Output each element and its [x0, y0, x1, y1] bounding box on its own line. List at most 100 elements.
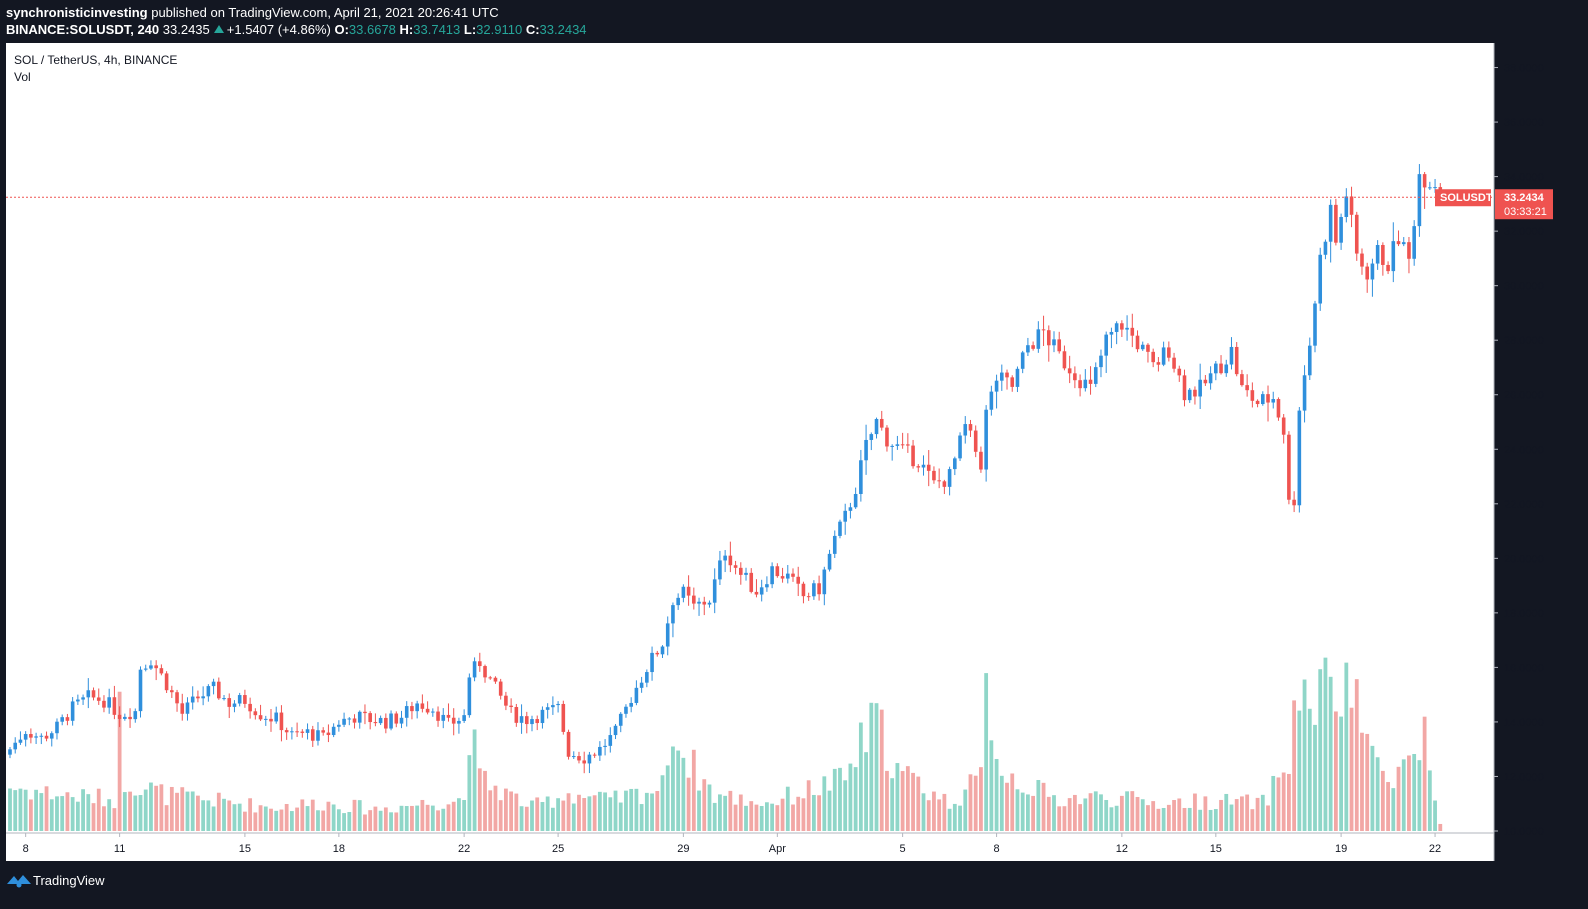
price-tick-label: 18.0000 — [1504, 608, 1544, 620]
volume-bar — [1078, 804, 1082, 831]
candle-body — [984, 409, 988, 470]
candle-body — [1261, 394, 1265, 405]
volume-bar — [1318, 669, 1323, 831]
candle-body — [702, 601, 707, 605]
candle-body — [112, 697, 117, 715]
volume-bar — [467, 755, 472, 831]
candle-body — [613, 725, 618, 736]
candle-body — [107, 697, 111, 708]
tradingview-logo-icon[interactable] — [6, 872, 32, 888]
volume-bar — [1088, 793, 1093, 831]
candle-body — [947, 469, 952, 487]
candle-body — [1407, 242, 1411, 259]
candle-body — [1182, 375, 1187, 401]
volume-bar — [237, 803, 242, 831]
candle-body — [686, 586, 691, 596]
volume-bars — [8, 657, 1443, 831]
candle-body — [801, 583, 806, 597]
candle-body — [1313, 303, 1317, 346]
volume-bar — [378, 810, 383, 831]
volume-bar — [65, 792, 70, 831]
volume-bar — [331, 804, 336, 831]
tradingview-brand[interactable]: TradingView — [33, 873, 105, 888]
candle-body — [49, 733, 54, 739]
candle-body — [1193, 389, 1197, 397]
candle-body — [739, 567, 743, 575]
candle-body — [1240, 374, 1244, 386]
candle-body — [1036, 329, 1041, 349]
candle-body — [243, 695, 247, 704]
volume-bar — [175, 792, 179, 831]
volume-bar — [39, 793, 44, 831]
volume-bar — [216, 792, 221, 831]
footer-bar — [0, 862, 1588, 909]
volume-bar — [1219, 799, 1223, 831]
volume-bar — [926, 800, 931, 831]
volume-bar — [222, 798, 226, 831]
volume-bar — [550, 807, 555, 831]
candle-body — [587, 754, 592, 764]
candle-body — [592, 754, 597, 756]
candle-body — [566, 731, 571, 757]
volume-bar — [138, 795, 143, 831]
candle-body — [1172, 357, 1176, 369]
volume-bar — [102, 806, 106, 831]
candle-body — [796, 576, 801, 584]
volume-bar — [149, 782, 153, 831]
volume-bar — [556, 798, 560, 831]
volume-bar — [994, 758, 999, 831]
time-tick-label: 29 — [677, 843, 689, 855]
volume-bar — [1401, 759, 1406, 831]
chart-area[interactable] — [6, 43, 1494, 861]
price-tick-label: 26.0000 — [1504, 390, 1544, 402]
axes: 10.0000 12.0000 14.0000 16.0000 18.0000 20.00… — [6, 43, 1544, 861]
volume-bar — [697, 790, 701, 831]
candle-body — [227, 698, 232, 707]
candle-body — [1328, 204, 1333, 242]
time-tick-label: 25 — [552, 843, 564, 855]
candle-body — [765, 584, 769, 588]
candle-body — [963, 424, 968, 436]
price-tick-label: 16.0000 — [1504, 662, 1544, 674]
candle-body — [973, 430, 978, 452]
volume-bar — [91, 803, 96, 831]
volume-bar — [269, 808, 273, 831]
volume-bar — [504, 788, 508, 831]
candle-body — [885, 427, 889, 447]
volume-bar — [817, 795, 821, 831]
open-value: 33.6678 — [348, 22, 396, 37]
volume-bar — [1323, 657, 1328, 831]
volume-bar — [1250, 809, 1255, 831]
volume-bar — [1255, 797, 1260, 831]
candle-body — [645, 672, 649, 683]
volume-bar — [274, 810, 279, 831]
candle-body — [1130, 327, 1135, 336]
volume-bar — [1052, 795, 1056, 831]
volume-bar — [404, 806, 409, 831]
candle-body — [1109, 331, 1114, 335]
candle-body — [785, 573, 790, 579]
volume-bar — [530, 800, 534, 831]
volume-bar — [1020, 792, 1025, 831]
candle-body — [1281, 417, 1286, 435]
volume-bar — [723, 795, 728, 831]
candle-body — [1114, 323, 1119, 332]
candle-body — [159, 668, 164, 674]
volume-bar — [128, 791, 132, 831]
candle-body — [498, 681, 503, 696]
candle-body — [337, 724, 341, 727]
publisher-name[interactable]: synchronisticinvesting — [6, 5, 148, 20]
candle-body — [1120, 323, 1124, 330]
volume-bar — [483, 770, 487, 831]
price-tag-price: 33.2434 — [1504, 192, 1545, 204]
volume-bar — [660, 775, 665, 831]
candle-body — [1067, 368, 1072, 374]
candle-body — [65, 717, 70, 721]
candle-body — [1104, 334, 1108, 356]
candle-body — [410, 706, 414, 712]
price-tag-symbol-bg — [1435, 189, 1491, 207]
candle-body — [874, 418, 879, 435]
publish-text: published on TradingView.com, April 21, … — [151, 5, 499, 20]
volume-bar — [446, 804, 451, 831]
